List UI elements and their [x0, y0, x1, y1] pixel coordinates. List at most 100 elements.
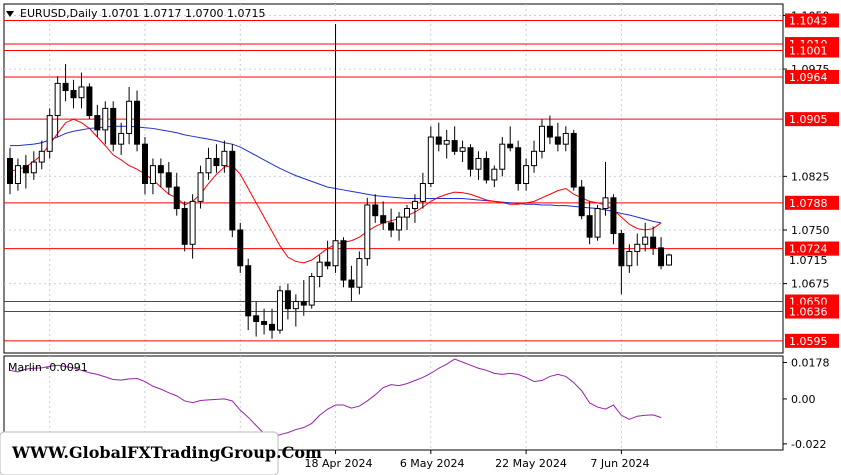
candle-body: [284, 290, 291, 310]
price-tick-label: 1.0750: [791, 224, 830, 237]
level-labels: 1.10431.10101.10011.09641.09051.07881.07…: [785, 13, 839, 348]
horizontal-levels: [4, 19, 783, 342]
candle-body: [562, 132, 569, 145]
level-label-box: [785, 195, 839, 210]
level-label: 1.0636: [789, 306, 828, 319]
level-label-box: [785, 69, 839, 84]
candle-body: [348, 279, 355, 288]
candle-body: [324, 261, 331, 267]
candle-body: [237, 229, 244, 267]
symbol-label: EURUSD,Daily: [20, 7, 98, 20]
candle-body: [94, 115, 101, 131]
candle-body: [523, 165, 530, 185]
level-label: 1.0905: [789, 113, 828, 126]
candle-body: [538, 125, 545, 152]
candle-body: [435, 136, 442, 145]
candle-body: [515, 147, 522, 185]
level-label: 1.0788: [789, 197, 828, 210]
candle-body: [141, 143, 148, 185]
candle-body: [570, 132, 577, 188]
candle-body: [491, 168, 498, 181]
price-panel-frame: [3, 3, 784, 354]
candle-body: [86, 86, 93, 117]
candle-body: [134, 100, 141, 145]
candle-body: [126, 100, 133, 134]
watermark-text: WWW.GlobalFXTradingGroup.Com: [11, 443, 322, 462]
level-label: 1.1043: [789, 14, 828, 27]
candle-body: [388, 222, 395, 231]
candle-body: [451, 140, 458, 152]
candle-body: [546, 125, 553, 138]
level-label: 1.0964: [789, 71, 828, 84]
candle-body: [276, 290, 283, 331]
chevron-down-icon[interactable]: [6, 11, 14, 17]
candle-body: [229, 150, 236, 231]
candle-body: [594, 208, 601, 238]
candle-body: [427, 136, 434, 185]
candle-body: [419, 183, 426, 202]
candle-body: [253, 315, 260, 323]
candle-body: [396, 216, 403, 231]
candle-body: [666, 254, 673, 266]
current-price-label: 1.0715: [789, 254, 828, 267]
x-tick-label: 7 Jun 2024: [590, 457, 649, 470]
osc-tick-label: 0.00: [791, 393, 816, 406]
candle-body: [189, 200, 196, 245]
candle-body: [213, 157, 220, 167]
candle-body: [22, 165, 29, 174]
candle-body: [38, 150, 45, 163]
level-label-box: [785, 241, 839, 256]
candle-body: [602, 197, 609, 210]
candle-body: [118, 132, 125, 145]
level-label-box: [785, 13, 839, 28]
candle-body: [78, 86, 85, 99]
candle-body: [157, 165, 164, 174]
candle-body: [340, 240, 347, 281]
osc-tick-label: 0.0178: [791, 357, 830, 370]
candle-body: [62, 82, 69, 92]
candle-body: [634, 243, 641, 252]
candle-body: [658, 247, 665, 267]
axes: 1.10501.09751.08251.07501.06750.01780.00…: [305, 9, 830, 470]
candle-body: [197, 172, 204, 202]
candle-body: [586, 215, 593, 238]
candle-body: [443, 140, 450, 145]
level-label: 1.0595: [789, 335, 828, 348]
candle-body: [642, 236, 649, 245]
candle-body: [626, 250, 633, 267]
candle-body: [618, 233, 625, 267]
candle-body: [411, 200, 418, 210]
candle-body: [459, 147, 466, 152]
x-tick-label: 22 May 2024: [495, 457, 567, 470]
candle-body: [165, 172, 172, 188]
candle-body: [181, 208, 188, 245]
candle-body: [356, 258, 363, 288]
price-tick-label: 1.0825: [791, 170, 830, 183]
candle-body: [300, 301, 307, 306]
candle-body: [332, 240, 339, 267]
candle-body: [173, 186, 180, 210]
candle-body: [316, 261, 323, 277]
candle-body: [650, 236, 657, 249]
candle-body: [269, 323, 276, 331]
candle-body: [554, 136, 561, 145]
oscillator-line: [9, 358, 662, 439]
osc-tick-label: -0.022: [791, 438, 826, 451]
candle-body: [610, 197, 617, 235]
level-label-box: [785, 43, 839, 58]
candle-body: [531, 150, 538, 167]
x-tick-label: 18 Apr 2024: [305, 457, 373, 470]
candle-body: [364, 204, 371, 260]
oscillator-line: [9, 358, 662, 439]
level-label: 1.1001: [789, 44, 828, 57]
candle-body: [102, 107, 109, 131]
grid: [4, 4, 783, 450]
indicator-label: Marlin -0.0091: [8, 361, 88, 374]
candle-body: [7, 157, 13, 185]
candle-body: [261, 321, 268, 325]
ohlc-label: 1.0701 1.0717 1.0700 1.0715: [101, 7, 265, 20]
candle-body: [110, 107, 117, 145]
candle-body: [30, 161, 37, 174]
candle-body: [578, 186, 585, 217]
